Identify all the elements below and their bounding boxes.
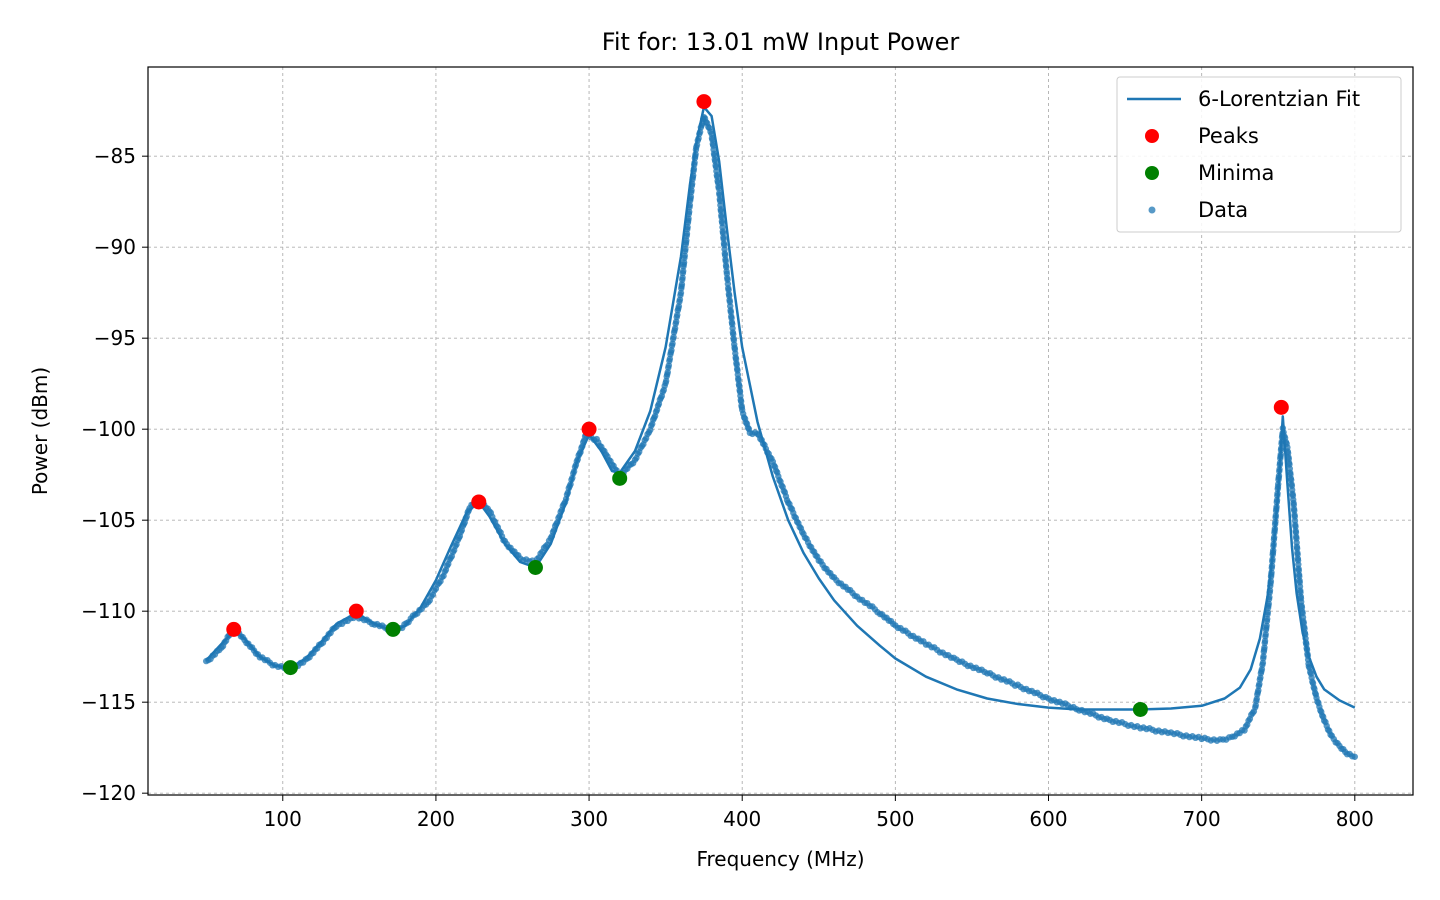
data-point: [1266, 587, 1274, 594]
data-point: [1351, 753, 1359, 760]
data-point: [1270, 534, 1278, 541]
data-point: [1271, 525, 1279, 532]
peak-marker: [581, 421, 597, 437]
data-point: [1267, 577, 1275, 585]
x-tick-label: 100: [264, 807, 302, 831]
chart-title: Fit for: 13.01 mW Input Power: [602, 28, 960, 56]
x-axis-label: Frequency (MHz): [696, 847, 864, 871]
data-point: [685, 215, 692, 222]
peak-marker: [226, 621, 242, 637]
peak-marker: [348, 603, 364, 619]
peak-marker: [696, 94, 712, 110]
x-tick-label: 400: [723, 807, 761, 831]
y-tick-label: −90: [94, 235, 136, 259]
minimum-marker: [1132, 701, 1148, 717]
y-tick-label: −105: [81, 508, 136, 532]
legend-box: [1116, 76, 1402, 233]
data-point: [1260, 653, 1267, 660]
data-point: [1261, 644, 1268, 651]
data-point: [683, 230, 691, 237]
y-axis-label: Power (dBm): [28, 367, 52, 495]
x-axis-ticks: 100 200 300 400 500 600 700 800: [264, 795, 1374, 831]
data-point: [1259, 659, 1267, 667]
legend-peaks-swatch: [1145, 129, 1159, 143]
data-point: [678, 281, 686, 288]
data-point: [1272, 518, 1279, 526]
x-tick-label: 600: [1029, 807, 1067, 831]
data-point: [1268, 562, 1276, 570]
y-tick-label: −100: [81, 417, 136, 441]
legend-minima-swatch: [1145, 166, 1159, 180]
minimum-marker: [282, 660, 298, 676]
data-point: [1265, 600, 1272, 607]
legend-fit-label: 6-Lorentzian Fit: [1198, 87, 1360, 111]
legend-peaks-label: Peaks: [1198, 124, 1259, 148]
data-point: [682, 245, 689, 253]
data-point: [1264, 609, 1272, 616]
x-tick-label: 200: [417, 807, 455, 831]
minimum-marker: [385, 621, 401, 637]
y-tick-label: −85: [94, 144, 136, 168]
y-tick-label: −120: [81, 781, 136, 805]
legend-minima-label: Minima: [1198, 161, 1274, 185]
data-point: [1273, 496, 1281, 504]
peaks-series: [226, 94, 1289, 637]
data-point: [1262, 631, 1269, 638]
minimum-marker: [612, 470, 628, 486]
data-point: [685, 208, 693, 215]
data-point: [686, 201, 694, 209]
data-point: [1266, 593, 1273, 601]
data-point: [1269, 556, 1276, 563]
data-point: [683, 237, 690, 244]
data-point: [677, 289, 685, 297]
minima-series: [282, 470, 1148, 717]
data-point: [715, 185, 723, 192]
data-point: [1272, 512, 1280, 519]
data-point: [1273, 503, 1280, 510]
data-point: [684, 223, 691, 231]
y-tick-label: −95: [94, 326, 136, 350]
plot-frame: [147, 66, 1414, 796]
data-point: [679, 274, 686, 281]
data-series: [202, 113, 1359, 760]
x-tick-label: 700: [1183, 807, 1221, 831]
y-tick-label: −115: [81, 690, 136, 714]
data-point: [680, 259, 688, 266]
x-tick-label: 800: [1336, 807, 1374, 831]
data-point: [1268, 569, 1275, 576]
peak-marker: [471, 494, 487, 510]
data-point: [1270, 547, 1277, 554]
legend-data-label: Data: [1198, 198, 1248, 222]
minimum-marker: [527, 560, 543, 575]
data-point: [1270, 540, 1277, 548]
x-tick-label: 300: [570, 807, 608, 831]
y-axis-ticks: −85 −90 −95 −100 −105 −110 −115 −120: [81, 144, 148, 805]
legend: 6-Lorentzian Fit Peaks Minima Data: [1116, 76, 1402, 233]
peak-marker: [1273, 399, 1289, 415]
legend-data-swatch: [1148, 206, 1156, 214]
data-point: [1263, 622, 1270, 629]
data-point: [1261, 637, 1269, 645]
data-point: [681, 252, 688, 259]
x-tick-label: 500: [876, 807, 914, 831]
data-point: [1264, 615, 1271, 623]
y-tick-label: −110: [81, 599, 136, 623]
data-point: [1274, 490, 1281, 497]
data-point: [679, 267, 687, 275]
